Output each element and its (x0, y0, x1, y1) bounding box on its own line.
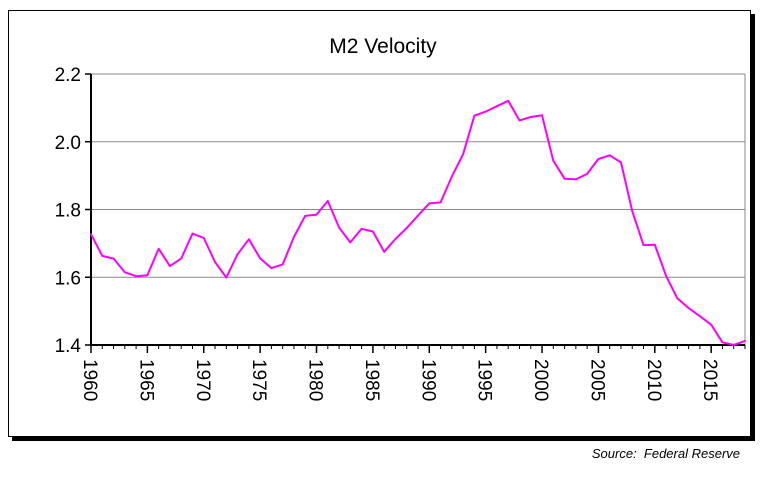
data-point (270, 267, 273, 269)
x-tick-label: 2015 (699, 359, 720, 401)
data-point (631, 210, 634, 212)
data-point (236, 253, 239, 256)
data-point (405, 227, 408, 230)
data-point (687, 307, 690, 309)
y-tick-label: 1.4 (55, 336, 82, 357)
data-point (710, 323, 713, 326)
data-point (529, 116, 532, 118)
y-tick-label: 2.0 (55, 133, 81, 154)
data-point (338, 226, 340, 229)
x-tick-label: 1995 (474, 359, 495, 401)
chart-title: M2 Velocity (329, 35, 437, 58)
series-lines (90, 99, 746, 346)
data-point (90, 233, 92, 236)
data-point (450, 175, 453, 178)
x-tick-label: 1975 (248, 359, 269, 401)
data-point (191, 232, 194, 235)
data-point (304, 215, 307, 217)
data-point (496, 105, 498, 108)
data-point (676, 297, 679, 300)
data-point (473, 114, 476, 117)
data-point (507, 99, 510, 102)
data-point (101, 255, 104, 257)
data-point (699, 315, 701, 318)
data-point (383, 250, 386, 253)
data-point (608, 154, 611, 157)
data-point (157, 247, 160, 250)
data-point (360, 227, 363, 230)
series-line (90, 99, 746, 346)
x-tick-label: 1965 (135, 359, 156, 401)
data-point (428, 202, 431, 205)
data-point (372, 230, 374, 233)
data-point (281, 263, 284, 266)
gridlines (91, 73, 746, 345)
data-point (214, 261, 216, 263)
data-point (665, 275, 667, 277)
data-point (248, 238, 250, 241)
data-point (552, 159, 555, 162)
data-point (135, 275, 137, 278)
y-tick-label: 2.2 (55, 65, 81, 86)
data-point (439, 201, 442, 204)
y-tick-label: 1.6 (55, 268, 81, 289)
x-tick-label: 1980 (305, 359, 326, 401)
data-point (293, 236, 295, 238)
data-point (225, 276, 228, 279)
y-tick-label: 1.8 (55, 201, 81, 222)
data-point (563, 177, 566, 180)
x-tick-label: 2010 (643, 359, 664, 401)
x-tick-label: 1970 (192, 359, 213, 401)
data-point (586, 173, 588, 175)
data-point (112, 257, 115, 260)
data-point (259, 257, 261, 260)
data-point (462, 153, 464, 156)
data-point (417, 214, 419, 217)
data-point (349, 241, 352, 244)
data-point (575, 178, 577, 181)
data-point (326, 200, 329, 202)
data-point (484, 110, 487, 113)
y-axis: 1.4 1.6 1.8 2.0 2.2 (55, 65, 92, 357)
data-point (721, 341, 724, 344)
chart-frame: 1.4 1.6 1.8 2.0 2.2 1960 1965 1970 1975 1980 1985… (8, 10, 751, 437)
source-note: Source: Federal Reserve (591, 446, 740, 461)
x-tick-label: 1960 (79, 359, 100, 401)
data-point (541, 114, 543, 117)
data-point (732, 344, 735, 346)
x-tick-label: 1990 (417, 359, 438, 401)
data-point (123, 271, 126, 274)
data-point (315, 213, 318, 216)
data-point (169, 265, 171, 267)
m2-velocity-chart: 1.4 1.6 1.8 2.0 2.2 1960 1965 1970 1975 1980 1985… (55, 35, 746, 401)
data-point (180, 257, 183, 260)
data-point (518, 119, 521, 122)
data-point (620, 161, 622, 164)
data-point (653, 243, 656, 246)
data-point (642, 244, 645, 247)
x-tick-label: 2000 (530, 359, 551, 401)
x-tick-label: 1985 (361, 359, 382, 401)
x-axis: 1960 1965 1970 1975 1980 1985 1990 1995 2000 2005… (79, 344, 746, 401)
data-point (597, 158, 600, 160)
data-point (744, 340, 746, 342)
data-point (394, 238, 397, 240)
x-tick-label: 2005 (586, 359, 607, 401)
data-point (202, 237, 205, 239)
data-point (146, 274, 149, 277)
